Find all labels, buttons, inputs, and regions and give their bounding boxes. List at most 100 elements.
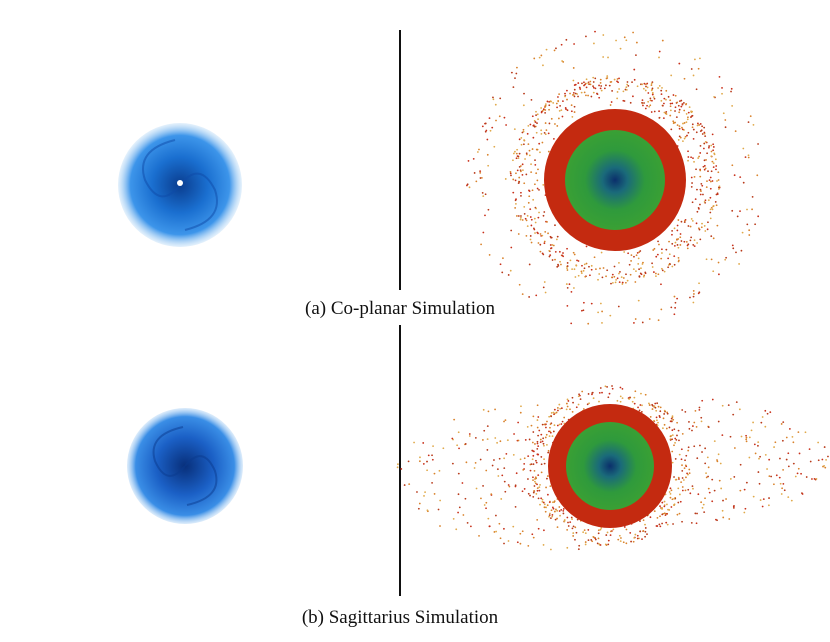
star: [546, 493, 549, 496]
star: [709, 196, 712, 199]
star: [697, 67, 700, 70]
star: [483, 504, 486, 506]
star: [660, 248, 663, 251]
star: [710, 144, 713, 147]
spiral-arms: [142, 139, 218, 231]
star: [583, 263, 586, 266]
star: [670, 420, 673, 423]
star: [501, 474, 504, 477]
star: [731, 105, 734, 107]
star: [566, 516, 569, 519]
star: [514, 484, 517, 487]
star: [548, 501, 551, 504]
star: [533, 57, 536, 60]
star: [730, 87, 733, 90]
star: [681, 486, 684, 488]
star: [668, 426, 671, 429]
star: [536, 122, 538, 125]
star: [616, 91, 619, 93]
star: [521, 490, 524, 493]
star: [439, 499, 442, 502]
star: [512, 159, 514, 162]
star: [632, 95, 634, 98]
star: [587, 539, 590, 542]
star: [672, 418, 675, 421]
star: [804, 431, 807, 434]
star: [735, 251, 737, 254]
star: [608, 392, 611, 395]
star: [634, 281, 637, 283]
star: [666, 523, 669, 526]
star: [780, 493, 783, 495]
star: [485, 469, 488, 472]
star: [534, 232, 536, 234]
star: [637, 406, 639, 409]
star: [519, 542, 522, 545]
star: [694, 512, 697, 515]
star: [629, 273, 632, 276]
star: [476, 151, 479, 153]
star: [507, 540, 510, 542]
star: [699, 444, 701, 447]
star: [683, 137, 686, 140]
star: [554, 258, 556, 261]
star: [665, 110, 668, 113]
star: [668, 491, 671, 493]
star: [782, 483, 785, 485]
star: [651, 93, 654, 96]
star: [779, 482, 782, 485]
star: [532, 136, 535, 139]
star: [686, 247, 689, 250]
star: [761, 416, 764, 418]
star: [631, 81, 633, 84]
star: [479, 171, 482, 174]
star: [493, 145, 496, 148]
star: [548, 430, 550, 433]
star: [710, 170, 713, 173]
star: [529, 216, 532, 218]
star: [601, 322, 603, 324]
star: [597, 532, 600, 535]
star: [697, 493, 700, 496]
star: [745, 434, 747, 437]
star: [689, 239, 692, 242]
star: [633, 402, 636, 405]
star: [499, 440, 502, 443]
star: [474, 461, 477, 464]
star: [658, 50, 661, 53]
star: [721, 92, 723, 95]
star: [767, 504, 770, 507]
star: [692, 74, 695, 77]
star: [656, 402, 659, 405]
star: [703, 159, 706, 162]
star: [515, 152, 518, 155]
star: [768, 497, 770, 499]
star: [565, 108, 567, 111]
star: [486, 425, 489, 428]
star: [548, 255, 551, 258]
star: [598, 400, 600, 403]
star: [577, 395, 580, 398]
star: [587, 82, 590, 85]
star: [585, 245, 588, 248]
star: [669, 435, 672, 438]
star: [724, 258, 727, 261]
star: [679, 236, 682, 239]
star: [651, 81, 654, 84]
star: [544, 291, 547, 294]
star: [670, 74, 673, 77]
star: [515, 72, 518, 75]
star: [732, 247, 735, 250]
star: [698, 408, 701, 411]
star: [479, 177, 482, 179]
star: [692, 295, 695, 298]
star: [489, 129, 492, 132]
star: [684, 135, 687, 138]
star: [718, 185, 721, 188]
star: [526, 426, 529, 428]
star: [669, 105, 672, 108]
star: [424, 491, 426, 494]
star: [668, 253, 671, 256]
star: [704, 140, 707, 143]
star: [418, 460, 421, 463]
